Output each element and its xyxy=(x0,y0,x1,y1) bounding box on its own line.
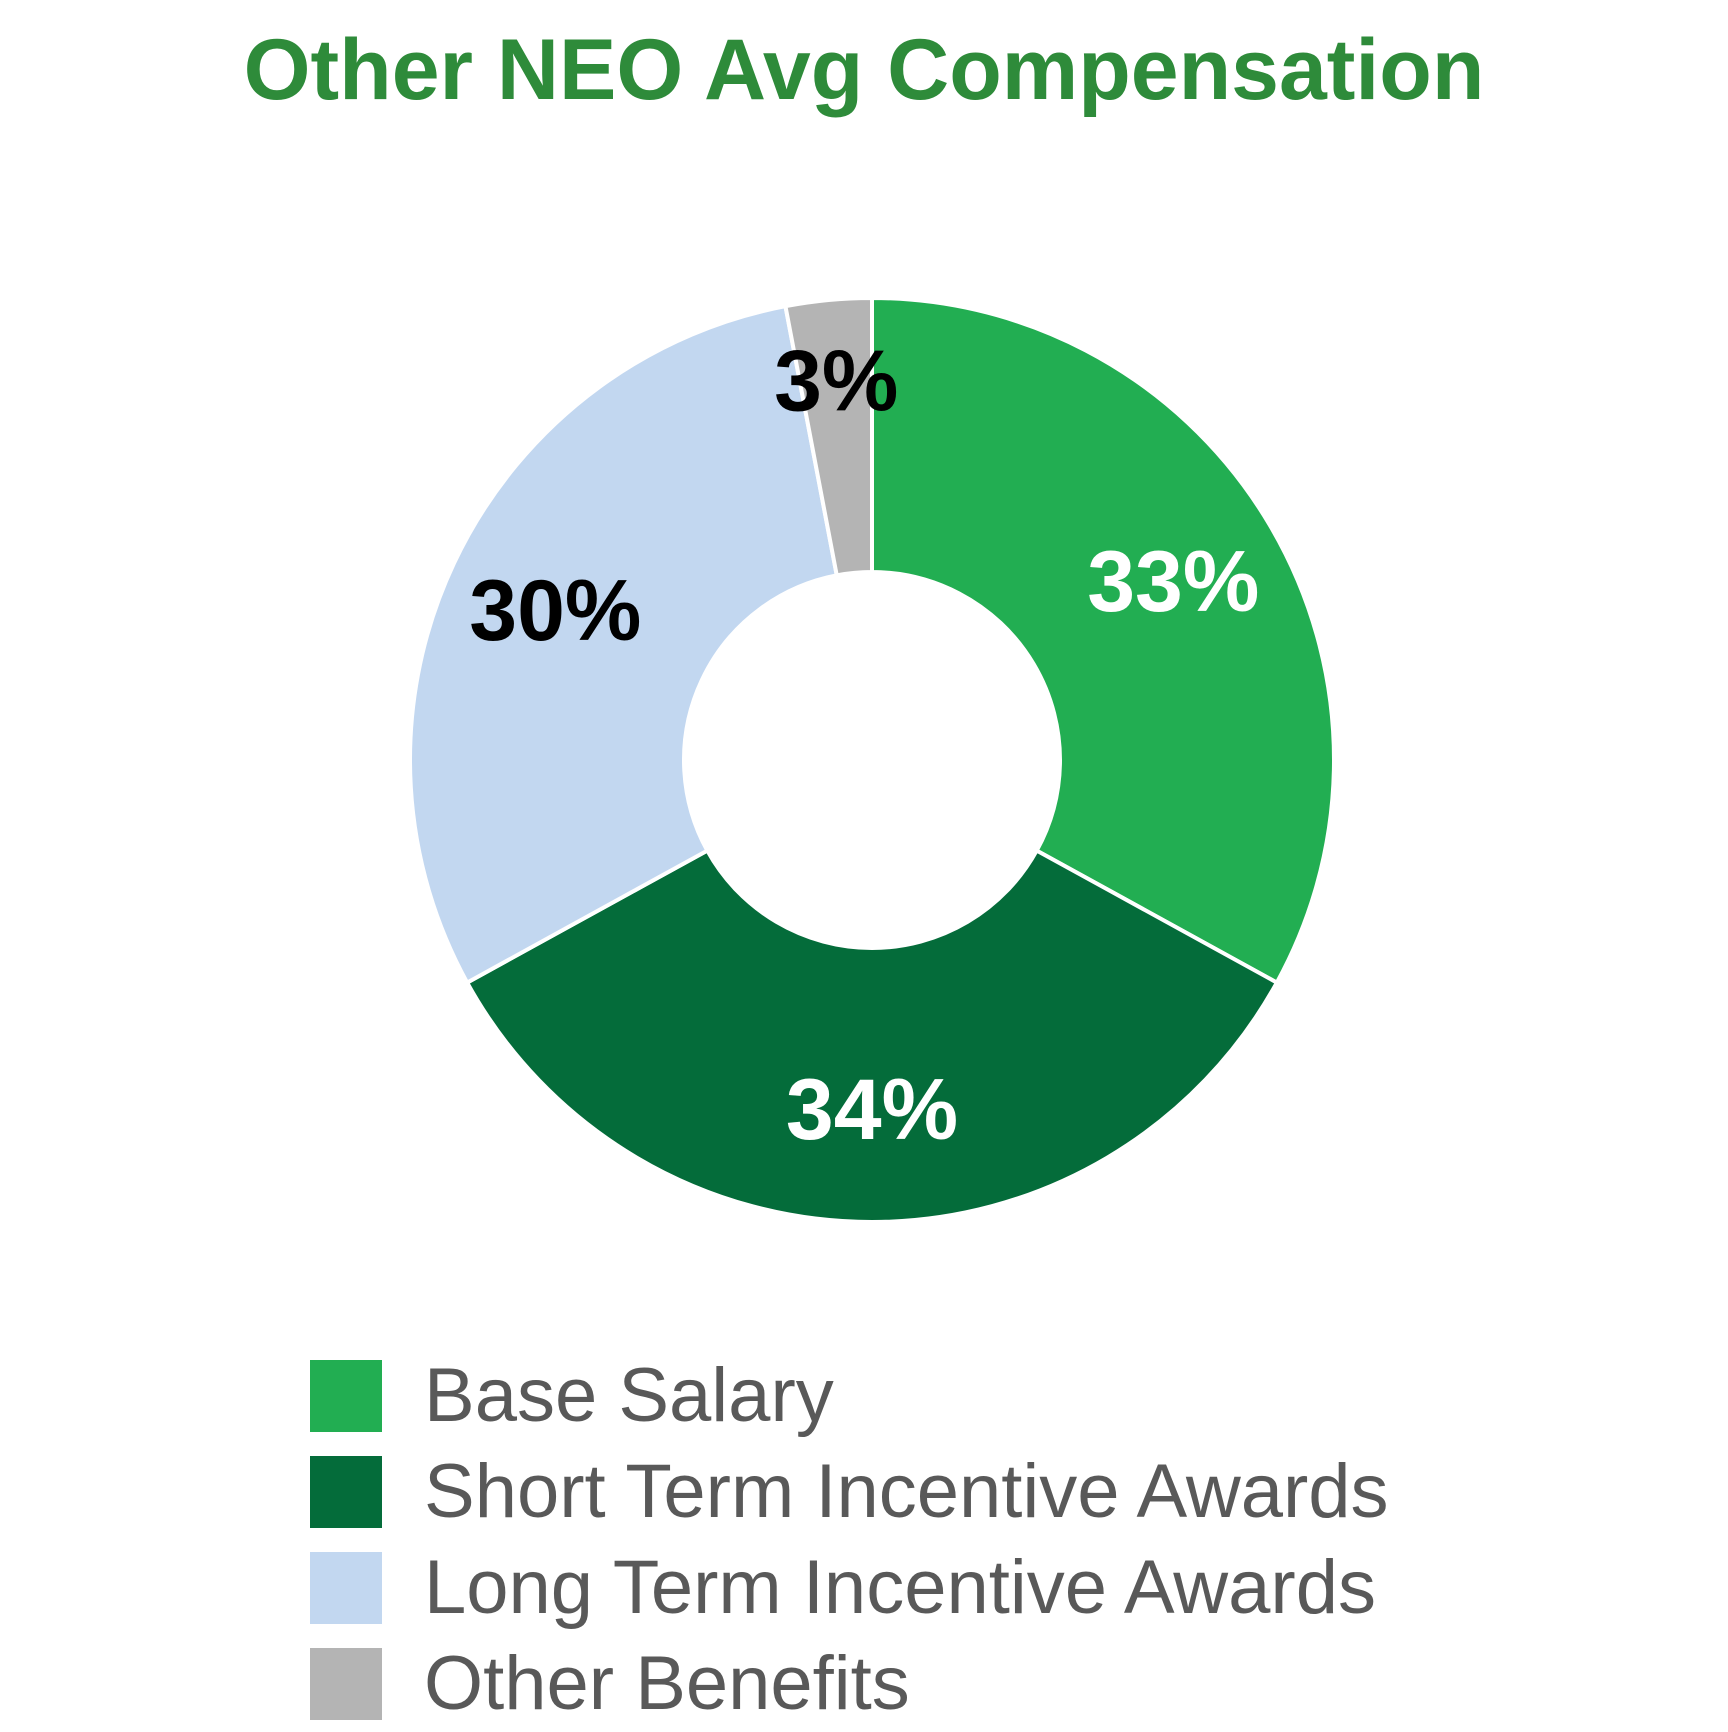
legend-item-long-term-incentive-awards: Long Term Incentive Awards xyxy=(310,1540,1389,1636)
legend-label-long-term-incentive-awards: Long Term Incentive Awards xyxy=(424,1545,1376,1630)
legend-label-base-salary: Base Salary xyxy=(424,1353,834,1438)
legend-item-base-salary: Base Salary xyxy=(310,1348,1389,1444)
legend-swatch-other-benefits xyxy=(310,1648,382,1720)
slice-label-base-salary: 33% xyxy=(1087,534,1259,630)
legend-swatch-long-term-incentive-awards xyxy=(310,1552,382,1624)
legend-label-other-benefits: Other Benefits xyxy=(424,1641,910,1726)
chart-title: Other NEO Avg Compensation xyxy=(243,22,1485,118)
legend-swatch-base-salary xyxy=(310,1360,382,1432)
slice-label-other-benefits: 3% xyxy=(774,334,898,430)
donut-slices xyxy=(408,296,1336,1224)
legend-item-short-term-incentive-awards: Short Term Incentive Awards xyxy=(310,1444,1389,1540)
slice-other-benefits xyxy=(783,296,874,578)
legend-item-other-benefits: Other Benefits xyxy=(310,1636,1389,1732)
slice-long-term-incentive-awards xyxy=(408,304,839,985)
slice-label-short-term-incentive-awards: 34% xyxy=(786,1062,958,1158)
slice-label-long-term-incentive-awards: 30% xyxy=(469,563,641,659)
legend-swatch-short-term-incentive-awards xyxy=(310,1456,382,1528)
slice-short-term-incentive-awards xyxy=(465,848,1279,1224)
legend: Base Salary Short Term Incentive Awards … xyxy=(310,1348,1389,1732)
donut-slice-labels: 33% 34% 30% 3% xyxy=(469,334,1259,1158)
legend-label-short-term-incentive-awards: Short Term Incentive Awards xyxy=(424,1449,1389,1534)
slice-base-salary xyxy=(870,296,1336,985)
